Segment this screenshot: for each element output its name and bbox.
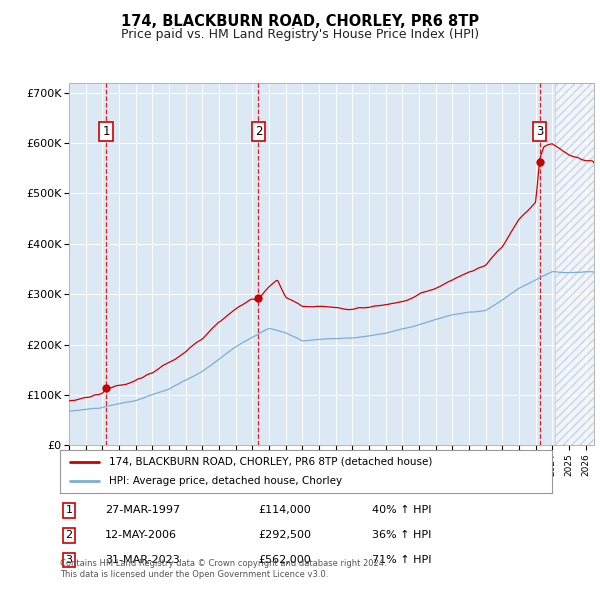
Text: 31-MAR-2023: 31-MAR-2023	[105, 555, 180, 565]
Text: 12-MAY-2006: 12-MAY-2006	[105, 530, 177, 540]
Text: 174, BLACKBURN ROAD, CHORLEY, PR6 8TP (detached house): 174, BLACKBURN ROAD, CHORLEY, PR6 8TP (d…	[109, 457, 433, 467]
Bar	[555, 83, 594, 445]
Text: 174, BLACKBURN ROAD, CHORLEY, PR6 8TP: 174, BLACKBURN ROAD, CHORLEY, PR6 8TP	[121, 14, 479, 30]
Text: HPI: Average price, detached house, Chorley: HPI: Average price, detached house, Chor…	[109, 476, 343, 486]
Text: £562,000: £562,000	[258, 555, 311, 565]
Text: 36% ↑ HPI: 36% ↑ HPI	[372, 530, 431, 540]
Text: 2: 2	[255, 125, 262, 138]
Text: 1: 1	[65, 506, 73, 516]
Text: 3: 3	[65, 555, 73, 565]
Text: 2: 2	[65, 530, 73, 540]
Text: Contains HM Land Registry data © Crown copyright and database right 2024.
This d: Contains HM Land Registry data © Crown c…	[60, 559, 386, 579]
Text: 1: 1	[103, 125, 110, 138]
Text: 3: 3	[536, 125, 544, 138]
Text: 40% ↑ HPI: 40% ↑ HPI	[372, 506, 431, 516]
Text: £114,000: £114,000	[258, 506, 311, 516]
Text: Price paid vs. HM Land Registry's House Price Index (HPI): Price paid vs. HM Land Registry's House …	[121, 28, 479, 41]
Text: 71% ↑ HPI: 71% ↑ HPI	[372, 555, 431, 565]
Text: £292,500: £292,500	[258, 530, 311, 540]
Text: 27-MAR-1997: 27-MAR-1997	[105, 506, 180, 516]
